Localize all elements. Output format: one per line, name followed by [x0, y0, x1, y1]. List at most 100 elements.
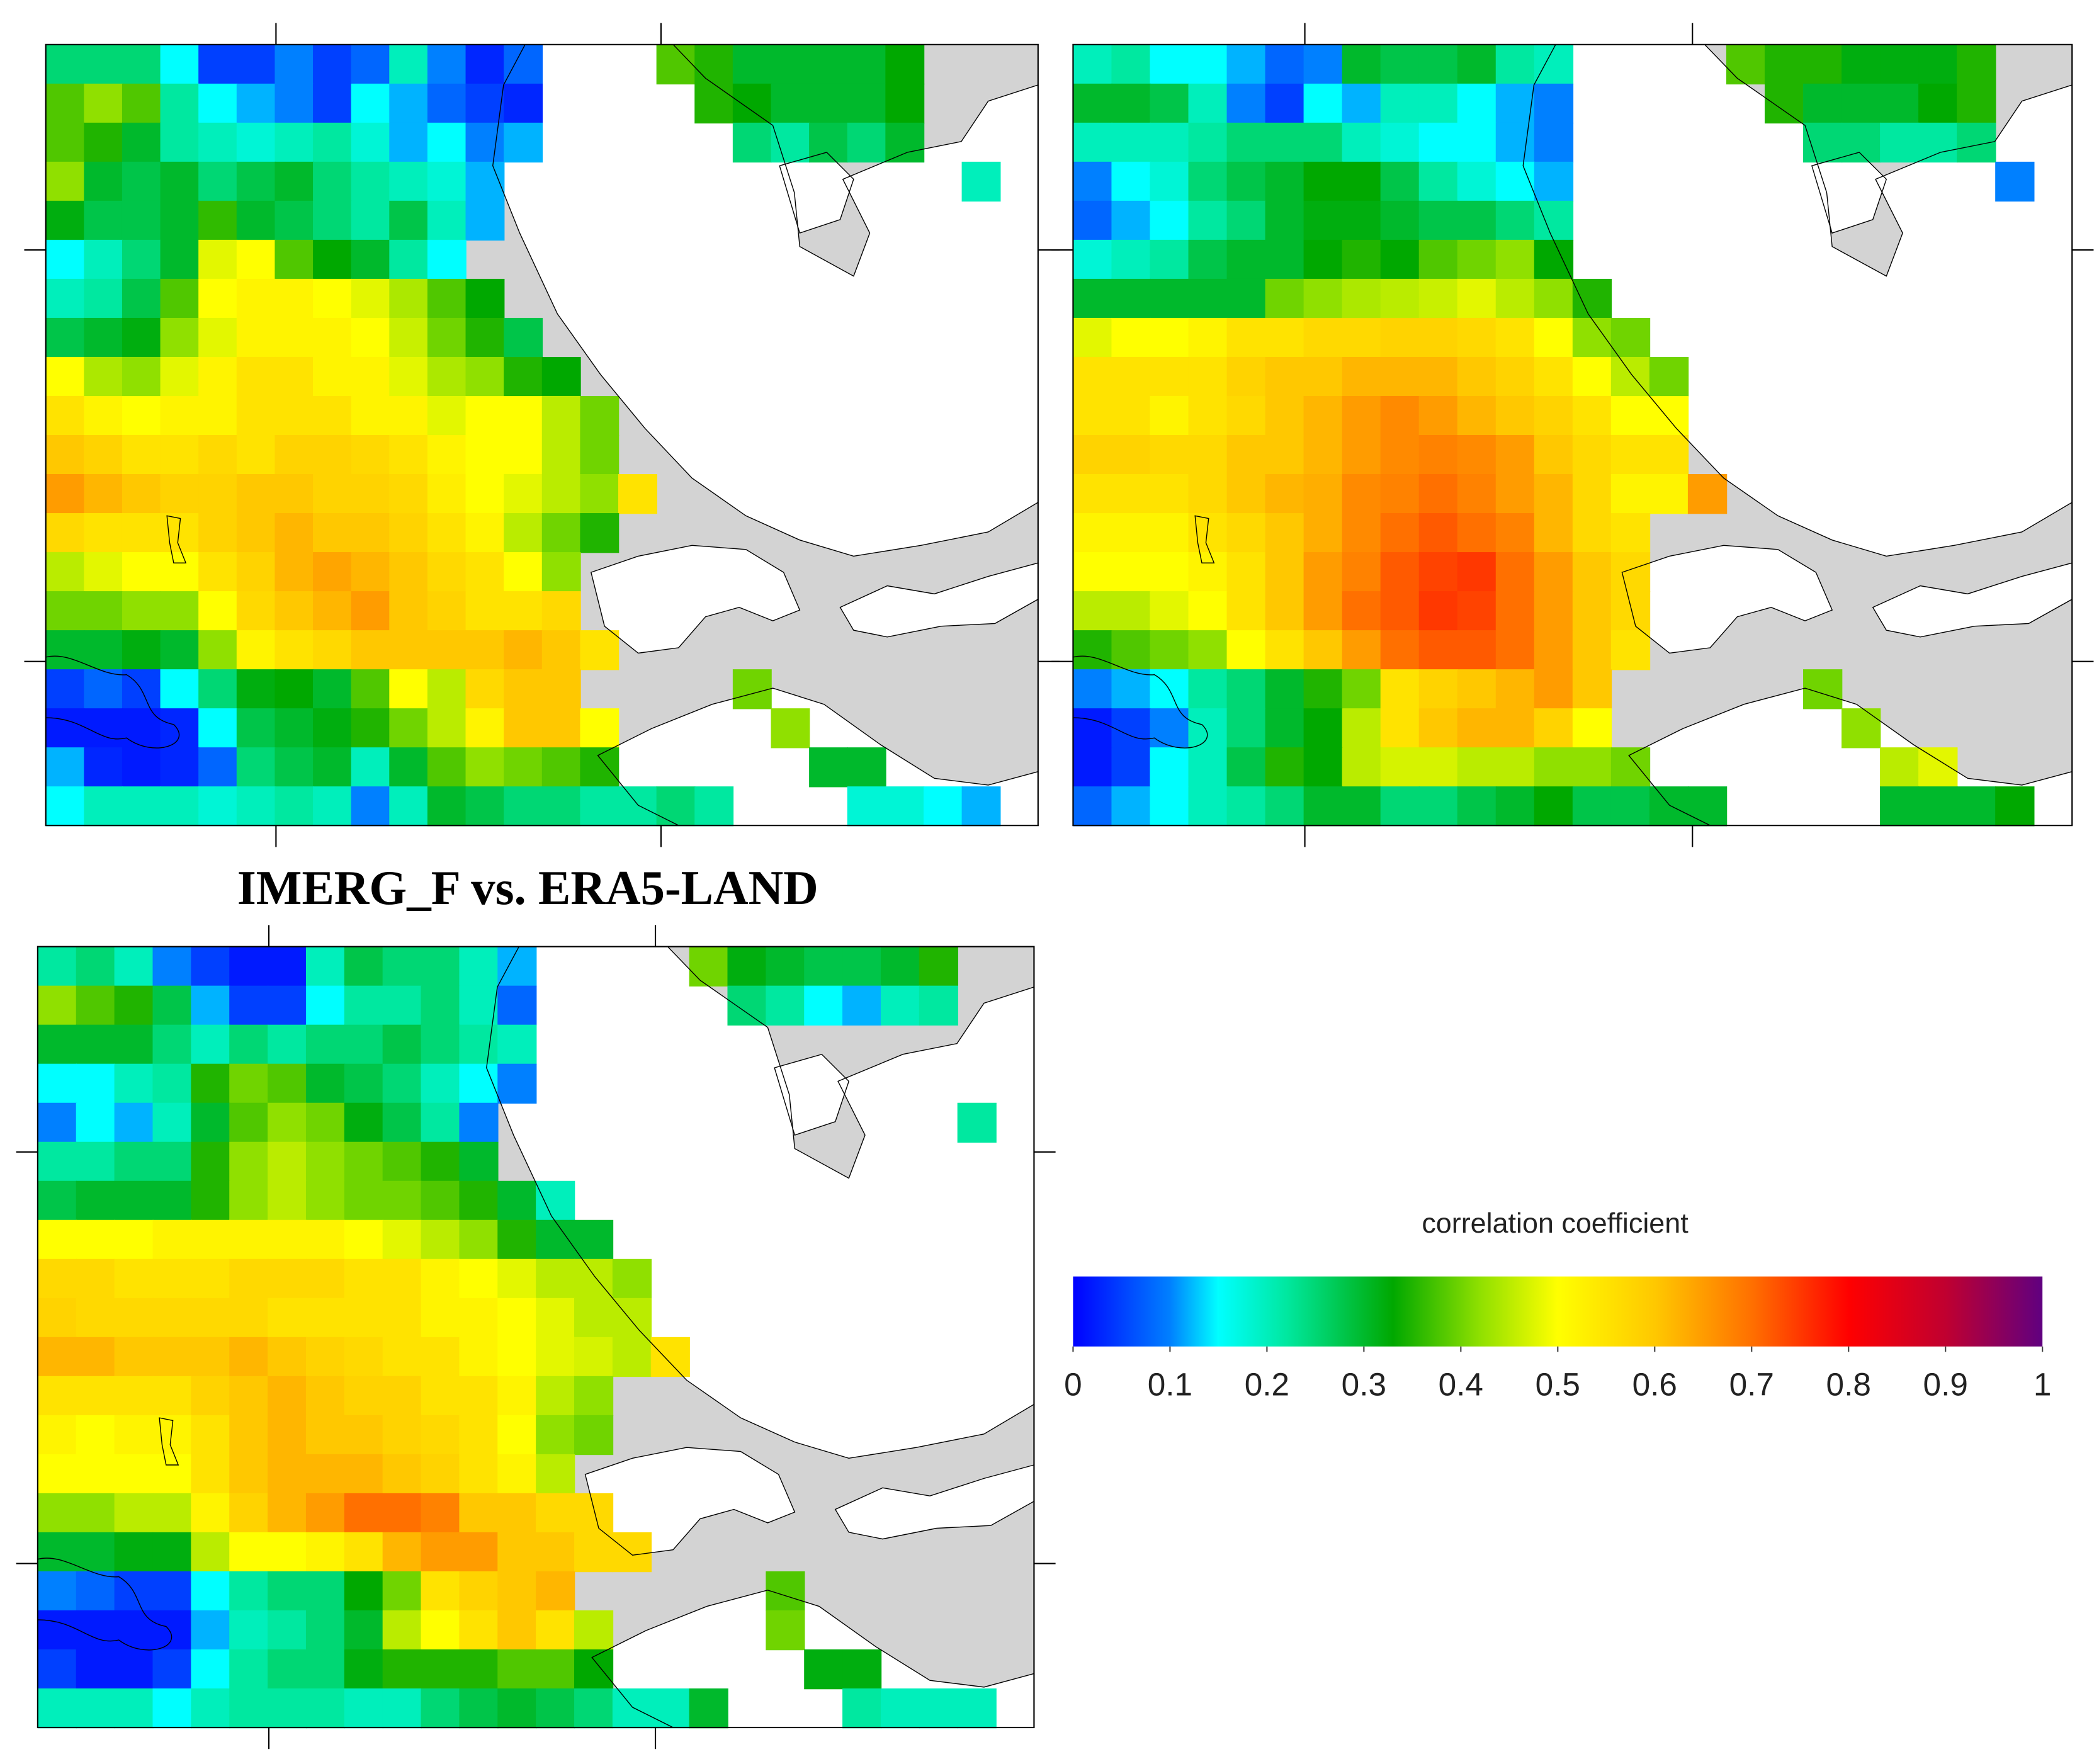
heat-cell	[1188, 317, 1228, 358]
heat-cell	[1226, 395, 1266, 436]
heat-cell	[536, 1258, 575, 1299]
heat-cell	[1111, 513, 1151, 553]
heat-cell	[236, 239, 276, 280]
heat-cell	[382, 1180, 422, 1221]
heat-cell	[382, 1337, 422, 1377]
heat-cell	[274, 83, 314, 124]
heat-cell	[919, 946, 958, 987]
heat-cell	[1610, 630, 1651, 670]
heat-cell	[766, 1610, 805, 1651]
heat-cell	[504, 591, 543, 631]
heat-cell	[421, 1493, 460, 1534]
heat-cell	[389, 435, 429, 475]
map-panel	[16, 925, 1056, 1750]
coastline	[779, 152, 854, 233]
heat-cell	[771, 83, 810, 124]
heat-cell	[459, 1688, 499, 1729]
heat-cell	[274, 239, 314, 280]
colorbar-tick-label: 0.4	[1439, 1367, 1483, 1403]
heat-cell	[198, 708, 238, 749]
heat-cell	[961, 786, 1001, 827]
heat-cell	[612, 1532, 652, 1573]
heat-cell	[84, 786, 123, 827]
heat-cell	[1842, 122, 1881, 163]
heat-cell	[268, 1337, 307, 1377]
heat-cell	[351, 474, 390, 514]
heat-cell	[1073, 591, 1112, 631]
heat-cell	[45, 474, 85, 514]
heat-cell	[1111, 239, 1151, 280]
heat-cell	[497, 1063, 537, 1104]
heat-cell	[1457, 44, 1497, 85]
heat-cell	[152, 1415, 192, 1456]
heat-cell	[122, 395, 161, 436]
heat-cell	[268, 946, 307, 987]
heat-cell	[382, 1024, 422, 1065]
heat-cell	[1380, 44, 1420, 85]
heat-cell	[152, 1649, 192, 1690]
heat-cell	[1073, 356, 1112, 397]
heat-cell	[1534, 44, 1574, 85]
heat-cell	[574, 1298, 614, 1338]
heat-cell	[1303, 278, 1343, 319]
heat-cell	[160, 317, 200, 358]
heat-cell	[37, 946, 77, 987]
heat-cell	[1111, 317, 1151, 358]
heat-cell	[1380, 591, 1420, 631]
heat-cell	[459, 1063, 499, 1104]
heat-cell	[45, 122, 85, 163]
heat-cell	[541, 435, 581, 475]
heat-cell	[229, 1688, 269, 1729]
heat-cell	[1880, 83, 1920, 124]
heat-cell	[268, 1532, 307, 1573]
heat-cell	[459, 1649, 499, 1690]
heat-cell	[160, 786, 200, 827]
heat-cell	[229, 1024, 269, 1065]
heat-cell	[1457, 669, 1497, 710]
heat-cell	[45, 356, 85, 397]
heat-cell	[198, 317, 238, 358]
heat-cell	[1226, 278, 1266, 319]
heat-cell	[1842, 44, 1881, 85]
heat-cell	[504, 356, 543, 397]
heat-cell	[1073, 708, 1112, 749]
heat-cell	[305, 1493, 346, 1534]
coastline	[1622, 545, 1832, 653]
heat-cell	[389, 200, 429, 241]
heat-cell	[1188, 786, 1228, 827]
heat-cell	[1534, 552, 1574, 592]
heat-cell	[1226, 474, 1266, 514]
heat-cell	[274, 122, 314, 163]
heat-cell	[536, 1298, 575, 1338]
heat-cell	[114, 1024, 154, 1065]
heat-cell	[1418, 161, 1459, 202]
heat-cell	[1418, 317, 1459, 358]
heat-cell	[114, 1376, 154, 1416]
heat-cell	[1073, 200, 1112, 241]
heat-cell	[191, 1219, 230, 1260]
heat-cell	[236, 200, 276, 241]
heat-cell	[880, 985, 920, 1026]
heat-cell	[1610, 317, 1651, 358]
heat-cell	[1111, 708, 1151, 749]
heat-cell	[847, 747, 886, 788]
heat-cell	[504, 395, 543, 436]
heat-cell	[389, 669, 429, 710]
heat-cell	[382, 1219, 422, 1260]
heat-cell	[76, 1688, 115, 1729]
land-area	[835, 1464, 1034, 1539]
heat-cell	[1495, 513, 1536, 553]
heat-cell	[313, 395, 352, 436]
heat-cell	[37, 1298, 77, 1338]
heat-cell	[268, 985, 307, 1026]
heat-cell	[229, 1532, 269, 1573]
heat-cell	[1188, 630, 1228, 670]
heat-cell	[1342, 161, 1381, 202]
heat-cell	[1226, 552, 1266, 592]
heat-cell	[694, 44, 734, 85]
heat-cell	[1380, 278, 1420, 319]
panel-frame	[1072, 43, 2073, 827]
heat-cell	[1150, 591, 1189, 631]
heat-cell	[160, 474, 200, 514]
colorbar-tick-label: 0.7	[1729, 1367, 1774, 1403]
